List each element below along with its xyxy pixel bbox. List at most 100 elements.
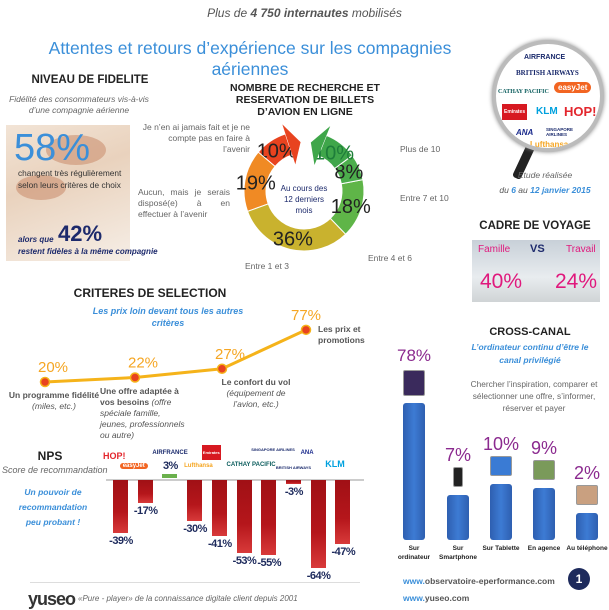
nps-bar <box>113 480 128 534</box>
logo-airfrance: AIRFRANCE <box>524 54 566 61</box>
nps-value-label: -47% <box>331 546 356 559</box>
nps-airline-logo: HOP! <box>103 451 126 461</box>
crosscanal-value-label: 78% <box>396 345 432 365</box>
logo-british-airways: BRITISH AIRWAYS <box>516 69 579 77</box>
nps-bar <box>261 480 277 556</box>
donut-value-label: 10% <box>314 142 354 164</box>
fidelite-subtitle: Fidélité des consommateurs vis-à-vis d’u… <box>9 94 149 115</box>
logo-singapore: SINGAPORE AIRLINES <box>546 127 574 137</box>
nps-value-label: -17% <box>133 505 158 518</box>
travel-agency-photo <box>533 459 555 480</box>
participants-banner: Plus de 4 750 internautes mobilisés <box>0 6 609 20</box>
nps-axis <box>106 479 364 481</box>
criteres-category: Une offre adaptée à vos besoins <box>100 385 179 407</box>
nps-value-label: 3% <box>162 459 178 472</box>
url-observatoire[interactable]: www.observatoire-eperformance.com <box>403 576 555 586</box>
criteres-category-note: (offre spéciale famille, jeunes, profess… <box>100 396 185 440</box>
url1-domain: observatoire-eperformance.com <box>424 576 555 586</box>
criteres-point <box>39 376 51 388</box>
logo-emirates: Emirates <box>502 104 528 120</box>
page-title: Attentes et retours d’expérience sur les… <box>48 38 452 79</box>
url-yuseo[interactable]: www.yuseo.com <box>403 593 469 603</box>
nps-value-label: -3% <box>284 486 304 499</box>
criteres-category: Les prix et promotions <box>318 323 365 345</box>
donut-value-label: 19% <box>236 172 276 194</box>
criteres-point <box>129 372 141 383</box>
nps-bar <box>335 480 351 545</box>
page-number-badge: 1 <box>568 568 590 590</box>
crosscanal-category-label: Au téléphone <box>566 545 608 552</box>
criteres-line-chart: 20% 22% 27% 77% <box>38 307 321 388</box>
crosscanal-value-label: 9% <box>530 437 557 458</box>
loyal-prefix: alors que <box>18 235 54 244</box>
criteres-value-label: 27% <box>215 346 245 363</box>
criteres-category-label: Les prix et promotions <box>318 324 380 346</box>
nps-bar <box>137 480 153 504</box>
loyal-text: restent fidèles à la même compagnie <box>18 247 158 256</box>
arrowhead-end <box>310 126 331 166</box>
criteres-value-label: 77% <box>291 307 321 324</box>
criteres-category: Le confort du vol <box>221 376 291 387</box>
call-center-photo <box>576 484 598 505</box>
nps-bar <box>236 480 252 553</box>
donut-value-label: 36% <box>273 229 313 251</box>
crosscanal-value-label: 10% <box>482 434 520 454</box>
nps-value-label: -30% <box>183 523 207 536</box>
nps-value-label: -39% <box>109 535 133 548</box>
criteres-category-note: (miles, etc.) <box>32 401 76 411</box>
donut-cat-1-3: Entre 1 et 3 <box>245 261 289 271</box>
nps-value-label: -41% <box>207 538 232 551</box>
logo-cathay: CATHAY PACIFIC <box>498 89 549 95</box>
crosscanal-category-label: En agence <box>527 545 561 552</box>
crosscanal-bar <box>447 494 469 540</box>
footer-tagline: «Pure - player» de la connaissance digit… <box>78 594 298 603</box>
donut-cat-never: Je n’en ai jamais fait et je ne compte p… <box>142 122 250 154</box>
donut-title: NOMBRE DE RECHERCHE ET RESERVATION DE BI… <box>230 82 380 118</box>
crosscanal-value-label: 2% <box>573 462 600 483</box>
crosscanal-bar <box>403 402 425 540</box>
criteres-subtitle: Les prix loin devant tous les autres cri… <box>92 306 244 328</box>
changers-text: changent très régulièrement selon leurs … <box>18 168 122 190</box>
donut-value-label: 10% <box>257 140 297 162</box>
nps-annotation: Un pouvoir de recommandation peu probant… <box>18 487 88 527</box>
criteres-line <box>44 328 307 384</box>
logo-lufthansa: Lufthansa <box>530 140 569 149</box>
criteres-category-note: (équipement de l’avion, etc.) <box>226 387 286 409</box>
url1-prefix: www. <box>403 576 425 586</box>
donut-cat-10plus: Plus de 10 <box>400 144 441 154</box>
nps-airline-logo: AIRFRANCE <box>152 450 188 456</box>
nps-subtitle: Score de recommandation <box>2 465 108 475</box>
nps-bar <box>162 473 178 478</box>
smartphone-icon <box>453 466 463 487</box>
crosscanal-value-label: 7% <box>444 444 471 465</box>
nps-airline-logo: easyJet <box>119 463 148 469</box>
logo-hop: HOP! <box>564 104 597 119</box>
criteres-category-label: Un programme fidélité (miles, etc.) <box>8 390 100 412</box>
nps-airline-logo: CATHAY PACIFIC <box>226 462 276 468</box>
airline-logos-magnifier: AIRFRANCE BRITISH AIRWAYS CATHAY PACIFIC… <box>492 40 604 152</box>
footer-divider <box>30 582 360 583</box>
donut-center-label: Au cours des 12 derniers mois <box>280 184 328 215</box>
arrowhead-start <box>282 124 301 165</box>
loyal-pct: 42% <box>58 221 103 246</box>
study-end: 12 janvier 2015 <box>530 185 591 195</box>
criteres-category: Un programme fidélité <box>8 390 100 400</box>
url2-prefix: www. <box>403 593 425 603</box>
nps-title: NPS <box>37 449 63 463</box>
runway-photo <box>472 240 600 302</box>
nps-value-label: -64% <box>306 569 331 582</box>
crosscanal-title: CROSS-CANAL <box>489 326 571 338</box>
cadre-travail-pct: 24% <box>555 270 598 293</box>
criteres-category-label: Le confort du vol (équipement de l’avion… <box>218 377 294 410</box>
nps-bar <box>187 480 203 522</box>
fidelite-title: NIVEAU DE FIDELITE <box>31 74 149 86</box>
study-dates-du: du <box>499 185 512 195</box>
banner-post: mobilisés <box>348 6 402 20</box>
donut-value-label: 18% <box>331 196 371 218</box>
crosscanal-bar <box>490 484 512 540</box>
logo-easyjet: easyJet <box>554 82 592 93</box>
nps-value-label: -55% <box>257 557 282 570</box>
nps-airline-logo: SINGAPORE AIRLINES <box>251 447 295 452</box>
crosscanal-description: Chercher l’inspiration, comparer et séle… <box>470 379 598 413</box>
nps-airline-logo: Emirates <box>201 445 221 460</box>
